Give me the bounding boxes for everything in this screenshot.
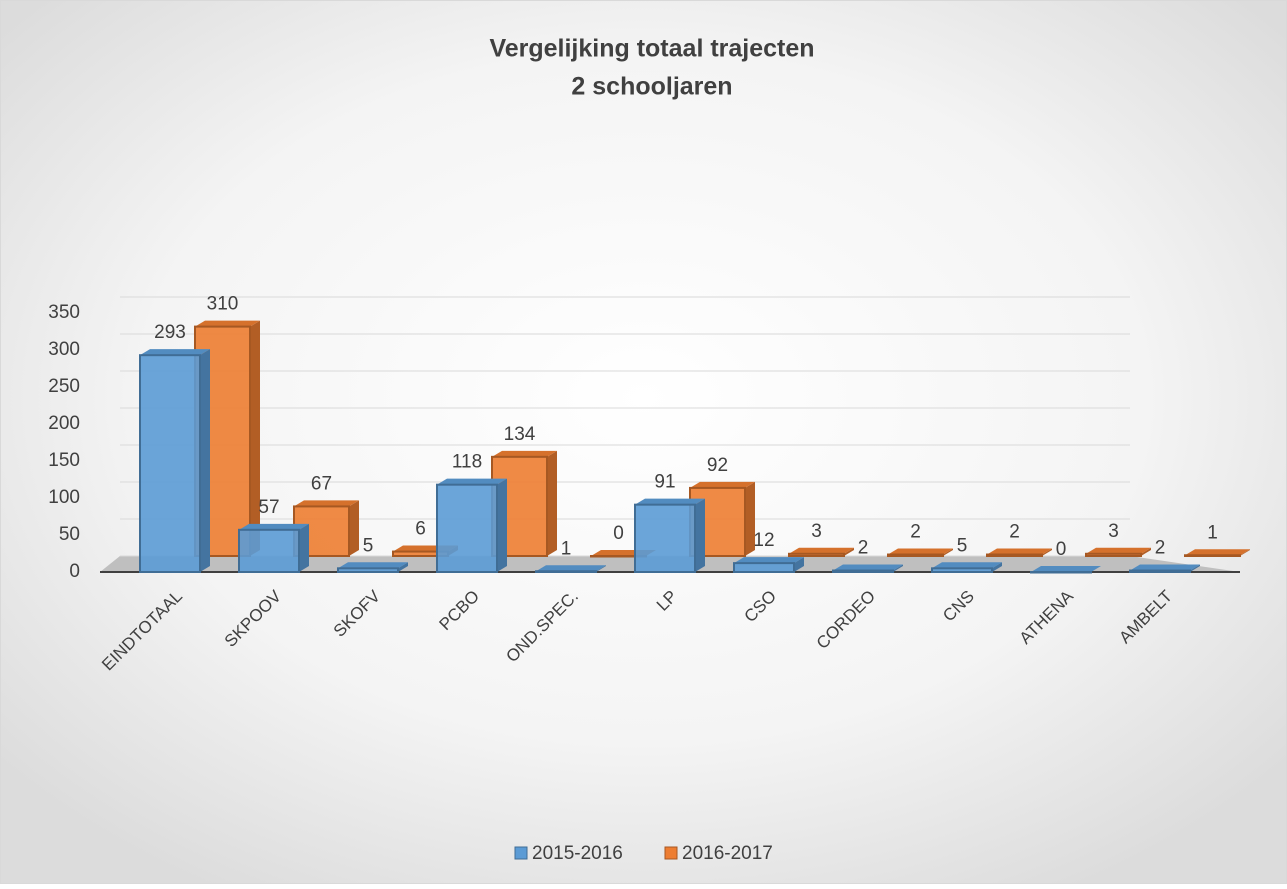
y-tick-label: 350: [48, 302, 80, 323]
bar: [238, 528, 300, 574]
bar-side: [893, 564, 903, 572]
data-label: 2: [1009, 522, 1020, 543]
bar-top: [338, 562, 408, 569]
bar: [788, 552, 845, 558]
bar-side: [844, 547, 854, 556]
data-label: 92: [707, 455, 728, 476]
bar-top: [437, 478, 507, 485]
bar-top: [888, 548, 953, 555]
data-label: 0: [1056, 539, 1067, 560]
bar-top: [294, 500, 359, 507]
bar-side: [745, 481, 755, 556]
bar-top: [1130, 564, 1200, 571]
y-tick-label: 0: [69, 561, 80, 582]
data-label: 5: [957, 535, 968, 556]
data-label: 2: [1155, 538, 1166, 559]
y-tick-label: 250: [48, 376, 80, 397]
bar-side: [596, 565, 606, 572]
data-label: 1: [1207, 522, 1218, 543]
data-label: 91: [654, 472, 675, 493]
bar-side: [992, 562, 1002, 572]
legend-label: 2016-2017: [682, 843, 773, 864]
data-label: 310: [207, 294, 239, 315]
bar-top: [492, 450, 557, 457]
bar-top: [1031, 566, 1101, 572]
bar-side: [695, 498, 705, 572]
bar-top: [635, 498, 705, 505]
data-label: 12: [753, 530, 774, 551]
bar-side: [299, 523, 309, 572]
bar-top: [987, 548, 1052, 555]
bar: [1085, 552, 1142, 558]
bar: [986, 553, 1043, 558]
bar-top: [1086, 547, 1151, 554]
bar: [1184, 554, 1241, 558]
chart-subtitle: 2 schooljaren: [571, 73, 732, 101]
bar-top: [536, 565, 606, 572]
data-label: 118: [452, 452, 482, 473]
bar-top: [239, 523, 309, 530]
data-label: 3: [811, 521, 822, 542]
bar: [634, 503, 696, 573]
bar-side: [547, 450, 557, 556]
bar: [733, 562, 795, 573]
bar: [931, 567, 993, 573]
y-tick-label: 300: [48, 339, 80, 360]
bar-top: [140, 349, 210, 356]
data-label: 1: [561, 538, 572, 559]
bar-side: [349, 500, 359, 556]
bar-side: [1042, 548, 1052, 556]
bar-top: [734, 557, 804, 564]
bar: [832, 569, 894, 574]
bar-top: [195, 320, 260, 327]
bar-top: [789, 547, 854, 554]
data-label: 5: [363, 535, 374, 556]
bar-top: [1185, 549, 1250, 556]
chart-title: Vergelijking totaal trajecten: [489, 35, 814, 63]
y-tick-label: 50: [59, 524, 80, 545]
bar: [887, 553, 944, 558]
y-tick-label: 200: [48, 413, 80, 434]
bar: [436, 483, 498, 573]
bar: [139, 354, 201, 573]
bar-top: [932, 562, 1002, 569]
bar-top: [833, 564, 903, 571]
data-label: 67: [311, 473, 332, 494]
data-label: 6: [415, 519, 426, 540]
bar: [1030, 571, 1092, 574]
bar: [1129, 569, 1191, 574]
bar: [535, 570, 597, 574]
bar-side: [943, 548, 953, 556]
y-tick-label: 100: [48, 487, 80, 508]
legend-label: 2015-2016: [532, 843, 623, 864]
data-label: 0: [613, 523, 624, 544]
y-tick-label: 150: [48, 450, 80, 471]
data-label: 57: [258, 497, 279, 518]
data-label: 2: [858, 538, 869, 559]
legend-swatch: [664, 846, 678, 860]
bar-side: [497, 478, 507, 572]
bar-side: [1240, 549, 1250, 556]
data-label: 3: [1108, 521, 1119, 542]
data-label: 134: [504, 424, 536, 445]
bar-side: [200, 349, 210, 572]
bar-side: [794, 557, 804, 572]
data-label: 293: [154, 322, 186, 343]
bar: [337, 567, 399, 573]
bar-side: [1190, 564, 1200, 572]
bar-side: [1141, 547, 1151, 556]
bar-side: [398, 562, 408, 572]
legend-swatch: [514, 846, 528, 860]
bar-side: [250, 320, 260, 556]
bar-top: [690, 481, 755, 488]
data-label: 2: [910, 522, 921, 543]
